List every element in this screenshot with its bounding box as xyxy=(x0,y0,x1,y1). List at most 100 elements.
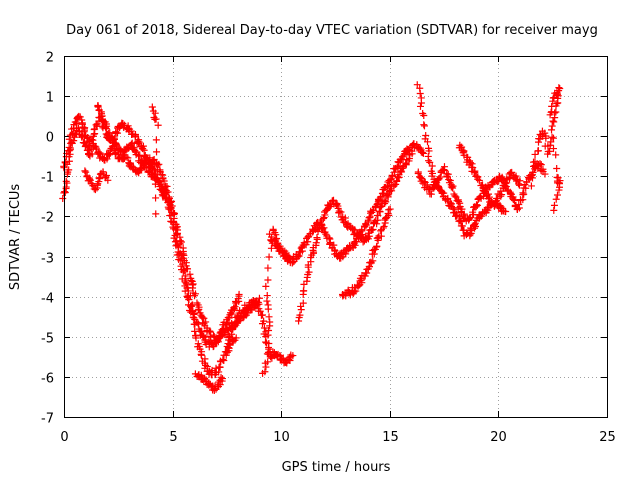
data-point xyxy=(295,317,303,325)
data-point xyxy=(413,81,421,89)
data-point xyxy=(379,224,387,232)
data-point xyxy=(153,148,161,156)
data-point xyxy=(472,203,480,211)
data-point xyxy=(267,244,275,252)
data-point xyxy=(374,234,382,242)
data-point xyxy=(541,170,549,178)
series-s10 xyxy=(295,147,416,325)
data-point xyxy=(414,169,422,177)
data-point xyxy=(232,334,240,342)
data-point xyxy=(553,191,561,199)
data-point xyxy=(183,292,191,300)
data-point xyxy=(374,212,382,220)
data-point xyxy=(74,124,82,132)
data-point xyxy=(325,234,333,242)
data-point xyxy=(75,127,83,135)
data-point xyxy=(408,150,416,158)
x-tick-label: 0 xyxy=(60,430,68,445)
y-tick-label: -2 xyxy=(41,211,54,226)
data-point xyxy=(198,327,206,335)
data-point xyxy=(151,180,159,188)
data-point xyxy=(489,180,497,188)
data-point xyxy=(102,125,110,133)
data-point xyxy=(299,299,307,307)
data-point xyxy=(217,373,225,381)
data-point xyxy=(357,233,365,241)
data-point xyxy=(88,150,96,158)
data-point xyxy=(419,149,427,157)
data-point xyxy=(152,194,160,202)
data-point xyxy=(210,387,218,395)
data-point xyxy=(312,239,320,247)
data-point xyxy=(469,208,477,216)
data-point xyxy=(493,178,501,186)
data-point xyxy=(97,112,105,120)
data-point xyxy=(135,138,143,146)
data-point xyxy=(550,201,558,209)
data-point xyxy=(319,215,327,223)
data-point xyxy=(263,350,271,358)
data-point xyxy=(168,218,176,226)
data-point xyxy=(373,242,381,250)
data-point xyxy=(393,163,401,171)
data-point xyxy=(151,109,159,117)
data-point xyxy=(416,102,424,110)
data-point xyxy=(326,240,334,248)
data-point xyxy=(435,174,443,182)
data-point xyxy=(474,175,482,183)
data-point xyxy=(369,257,377,265)
data-point xyxy=(549,134,557,142)
data-point xyxy=(219,356,227,364)
data-point xyxy=(358,227,366,235)
data-point xyxy=(186,270,194,278)
data-point xyxy=(223,343,231,351)
data-point xyxy=(259,311,267,319)
data-point xyxy=(420,122,428,130)
data-point xyxy=(260,324,268,332)
data-point xyxy=(105,151,113,159)
data-point xyxy=(425,157,432,165)
data-point xyxy=(420,112,428,120)
data-point xyxy=(187,302,195,310)
data-point xyxy=(80,139,88,147)
data-point xyxy=(172,242,180,250)
data-point xyxy=(76,113,84,121)
data-point xyxy=(424,138,432,146)
data-point xyxy=(326,201,334,209)
data-point xyxy=(352,287,360,295)
y-tick-label: -7 xyxy=(41,412,54,427)
data-point xyxy=(477,193,485,201)
data-point xyxy=(61,189,69,197)
data-point xyxy=(418,149,426,157)
data-point xyxy=(510,197,518,205)
data-point xyxy=(467,159,475,167)
data-point xyxy=(153,175,161,183)
data-point xyxy=(261,368,269,376)
data-point xyxy=(451,192,459,200)
data-point xyxy=(228,330,236,338)
data-point xyxy=(108,135,116,143)
data-point xyxy=(106,129,114,137)
data-point xyxy=(314,228,322,236)
data-point xyxy=(261,338,269,346)
data-point xyxy=(152,136,160,144)
data-point xyxy=(216,363,224,371)
data-point xyxy=(376,194,384,202)
data-point xyxy=(65,166,73,174)
series-s7 xyxy=(223,296,297,367)
data-point xyxy=(547,138,555,146)
data-point xyxy=(79,132,87,140)
x-tick-label: 5 xyxy=(169,430,177,445)
data-point xyxy=(368,226,376,234)
y-tick-label: -1 xyxy=(41,171,54,186)
data-point xyxy=(548,122,556,130)
data-point xyxy=(473,201,481,209)
data-point xyxy=(105,132,113,140)
data-point xyxy=(449,184,457,192)
data-point xyxy=(297,306,305,314)
data-point xyxy=(82,142,90,150)
data-point xyxy=(160,177,168,185)
data-point xyxy=(119,120,127,128)
data-point xyxy=(501,182,509,190)
data-point xyxy=(515,181,523,189)
